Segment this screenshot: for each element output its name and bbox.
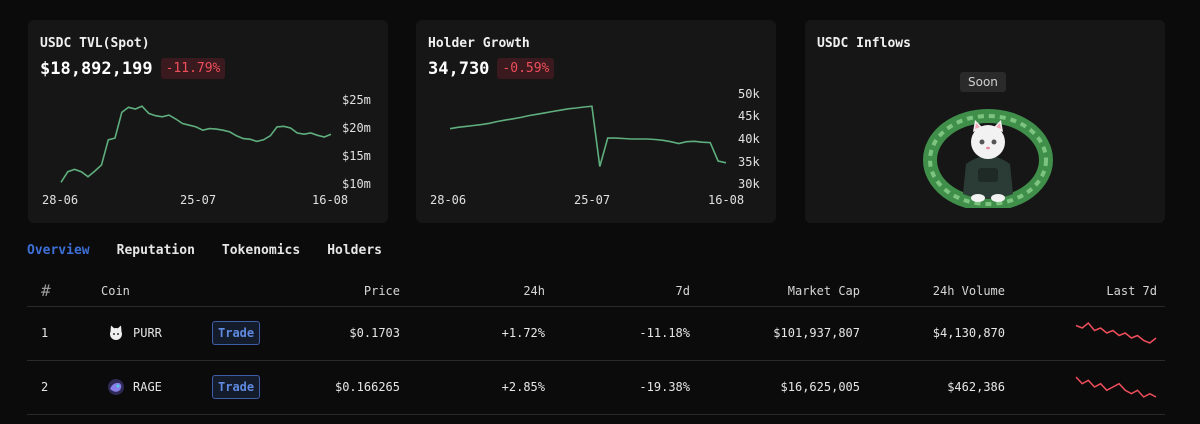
row-change-24h: +2.85% xyxy=(400,360,545,415)
inflows-card: USDC Inflows Soon xyxy=(805,20,1165,223)
row-change-7d: -11.18% xyxy=(545,306,690,361)
row-price: $0.1703 xyxy=(349,326,400,340)
purr-cat-icon xyxy=(110,325,122,340)
holders-x-tick-2: 16-08 xyxy=(708,193,744,207)
header-rank: # xyxy=(27,276,87,307)
tvl-chart: $25m $20m $15m $10m 28-06 25-07 16-08 xyxy=(42,93,371,207)
holders-y-tick-4: 30k xyxy=(738,177,760,191)
section-tabs: Overview Reputation Tokenomics Holders xyxy=(27,243,409,258)
tvl-title: USDC TVL(Spot) xyxy=(40,36,150,51)
trade-button[interactable]: Trade xyxy=(212,375,261,399)
holders-y-tick-2: 40k xyxy=(738,132,760,146)
sparkline-line xyxy=(1075,376,1157,398)
holders-card: Holder Growth 34,730 -0.59% 50k 45k 40k … xyxy=(416,20,776,223)
row-rank: 2 xyxy=(27,360,87,415)
trade-button[interactable]: Trade xyxy=(212,321,261,345)
tvl-card: USDC TVL(Spot) $18,892,199 -11.79% $25m … xyxy=(28,20,388,223)
row-rank: 1 xyxy=(27,306,87,361)
tvl-y-tick-1: $20m xyxy=(342,121,371,135)
tab-overview[interactable]: Overview xyxy=(27,243,90,258)
holders-y-tick-1: 45k xyxy=(738,109,760,123)
header-market-cap[interactable]: Market Cap xyxy=(690,276,860,307)
holders-title: Holder Growth xyxy=(428,36,530,51)
coin-name[interactable]: PURR xyxy=(133,326,162,340)
row-volume-24h: $4,130,870 xyxy=(860,306,1005,361)
tvl-value: $18,892,199 xyxy=(40,58,153,79)
sparkline-chart xyxy=(1075,321,1157,344)
header-coin: Coin xyxy=(87,276,200,307)
tvl-y-tick-0: $25m xyxy=(342,93,371,107)
soon-badge: Soon xyxy=(960,72,1006,92)
holders-x-tick-0: 28-06 xyxy=(430,193,466,207)
coin-name[interactable]: RAGE xyxy=(133,380,162,394)
cat-mascot-icon xyxy=(923,109,1053,208)
table-header-row: # Coin Price 24h 7d Market Cap 24h Volum… xyxy=(27,276,1165,307)
inflows-title: USDC Inflows xyxy=(817,36,911,51)
sparkline-chart xyxy=(1075,376,1157,398)
tvl-y-tick-2: $15m xyxy=(342,149,371,163)
header-24h-volume[interactable]: 24h Volume xyxy=(860,276,1005,307)
tvl-x-tick-1: 25-07 xyxy=(180,193,216,207)
holders-y-tick-3: 35k xyxy=(738,155,760,169)
row-change-7d: -19.38% xyxy=(545,360,690,415)
tvl-x-tick-2: 16-08 xyxy=(312,193,348,207)
tvl-x-tick-0: 28-06 xyxy=(42,193,78,207)
holders-x-tick-1: 25-07 xyxy=(574,193,610,207)
holders-line xyxy=(449,105,727,167)
header-price[interactable]: Price xyxy=(200,276,400,307)
tvl-change-badge: -11.79% xyxy=(160,58,226,79)
tab-holders[interactable]: Holders xyxy=(327,243,382,258)
coins-table: # Coin Price 24h 7d Market Cap 24h Volum… xyxy=(27,276,1165,415)
holders-value: 34,730 xyxy=(428,58,490,79)
rage-coin-icon xyxy=(108,379,124,395)
table-row[interactable]: 1 PURR Trade $0.1703 xyxy=(27,306,1165,361)
row-market-cap: $16,625,005 xyxy=(690,360,860,415)
table-row[interactable]: 2 RAGE Trade $0.166265 +2.85% - xyxy=(27,360,1165,415)
tvl-y-tick-3: $10m xyxy=(342,177,371,191)
row-market-cap: $101,937,807 xyxy=(690,306,860,361)
tab-tokenomics[interactable]: Tokenomics xyxy=(221,243,301,258)
holders-y-tick-0: 50k xyxy=(738,87,760,101)
sparkline-line xyxy=(1075,321,1157,344)
header-7d[interactable]: 7d xyxy=(545,276,690,307)
tvl-line xyxy=(60,105,332,183)
row-volume-24h: $462,386 xyxy=(860,360,1005,415)
row-price: $0.166265 xyxy=(334,380,400,394)
header-last-7d: Last 7d xyxy=(1005,276,1165,307)
tab-reputation[interactable]: Reputation xyxy=(116,243,195,258)
holders-change-badge: -0.59% xyxy=(497,58,555,79)
holders-chart: 50k 45k 40k 35k 30k 28-06 25-07 16-08 xyxy=(430,87,760,207)
row-change-24h: +1.72% xyxy=(400,306,545,361)
header-24h[interactable]: 24h xyxy=(400,276,545,307)
